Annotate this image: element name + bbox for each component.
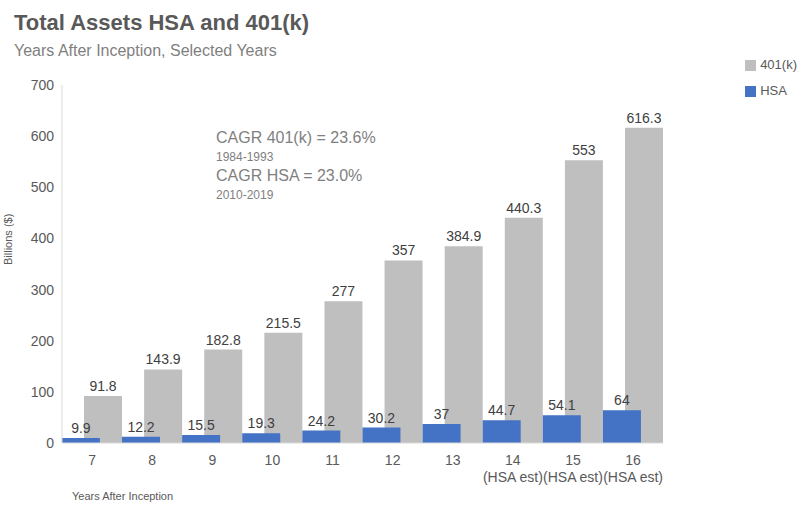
svg-text:15.5: 15.5 [187, 417, 214, 433]
svg-text:7: 7 [88, 452, 96, 468]
html-text:Years After Inception, Selecte: Years After Inception, Selected Years [14, 42, 277, 59]
svg-text:19.3: 19.3 [248, 415, 275, 431]
svg-text:9.9: 9.9 [71, 420, 91, 436]
svg-text:200: 200 [31, 333, 55, 349]
svg-text:44.7: 44.7 [488, 402, 515, 418]
svg-text:13: 13 [445, 452, 461, 468]
svg-text:8: 8 [148, 452, 156, 468]
svg-text:0: 0 [46, 435, 54, 451]
html-text:Billions ($): Billions ($) [2, 213, 14, 265]
svg-text:182.8: 182.8 [206, 332, 241, 348]
svg-text:15: 15 [565, 452, 581, 468]
svg-text:500: 500 [31, 179, 55, 195]
svg-text:54.1: 54.1 [548, 397, 575, 413]
svg-text:(HSA est): (HSA est) [483, 469, 543, 485]
svg-text:440.3: 440.3 [506, 200, 541, 216]
svg-text:616.3: 616.3 [627, 110, 662, 126]
svg-text:600: 600 [31, 128, 55, 144]
svg-text:64: 64 [614, 392, 630, 408]
svg-text:14: 14 [505, 452, 521, 468]
svg-text:400: 400 [31, 230, 55, 246]
html-text:HSA: HSA [760, 83, 787, 98]
svg-text:215.5: 215.5 [266, 315, 301, 331]
svg-text:12.2: 12.2 [127, 419, 154, 435]
svg-text:553: 553 [572, 142, 596, 158]
svg-text:384.9: 384.9 [446, 228, 481, 244]
html-text:Total Assets HSA and 401(k): Total Assets HSA and 401(k) [14, 10, 309, 35]
svg-text:300: 300 [31, 282, 55, 298]
svg-text:277: 277 [332, 283, 356, 299]
html-text:CAGR HSA = 23.0%: CAGR HSA = 23.0% [216, 167, 363, 184]
svg-text:700: 700 [31, 77, 55, 93]
svg-text:10: 10 [265, 452, 281, 468]
html-text:CAGR 401(k) = 23.6%: CAGR 401(k) = 23.6% [216, 129, 376, 146]
html-text:1984-1993: 1984-1993 [216, 150, 274, 164]
svg-text:357: 357 [392, 242, 416, 258]
svg-text:11: 11 [325, 452, 340, 468]
html-text:401(k): 401(k) [760, 57, 797, 72]
svg-text:(HSA est): (HSA est) [543, 469, 603, 485]
html-text:2010-2019: 2010-2019 [216, 188, 274, 202]
svg-text:30.2: 30.2 [368, 410, 395, 426]
svg-text:91.8: 91.8 [89, 378, 116, 394]
svg-text:(HSA est): (HSA est) [603, 469, 663, 485]
svg-text:143.9: 143.9 [146, 351, 181, 367]
svg-text:16: 16 [625, 452, 641, 468]
svg-text:37: 37 [434, 406, 450, 422]
svg-text:9: 9 [208, 452, 216, 468]
svg-text:24.2: 24.2 [308, 413, 335, 429]
svg-text:100: 100 [31, 384, 55, 400]
svg-text:12: 12 [385, 452, 401, 468]
html-text:Years After Inception: Years After Inception [72, 490, 174, 502]
